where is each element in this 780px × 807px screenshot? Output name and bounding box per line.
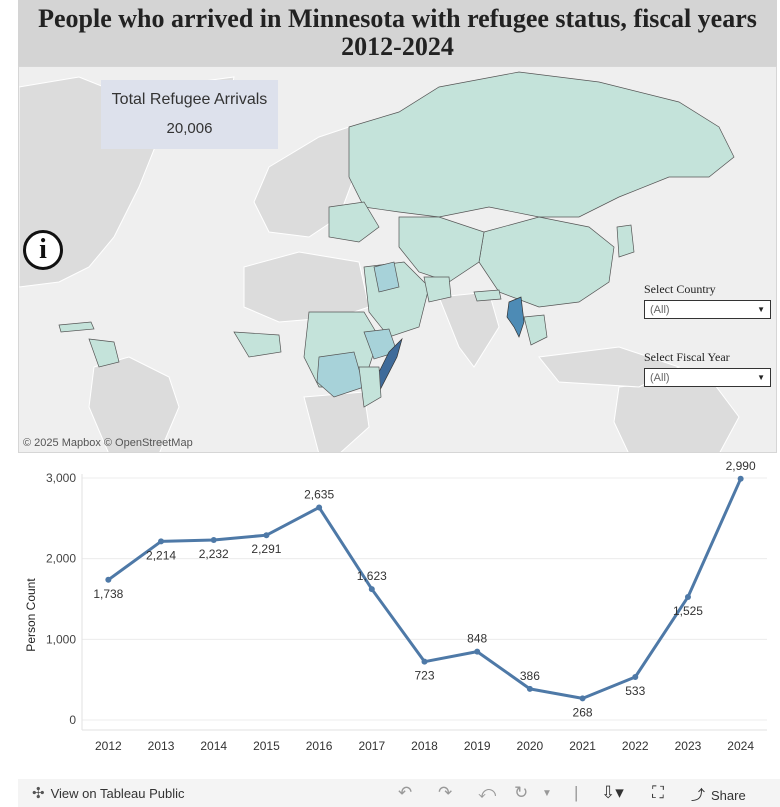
x-tick-label: 2023: [675, 739, 702, 753]
country-russia[interactable]: [348, 71, 735, 218]
country-drc[interactable]: [316, 351, 365, 398]
map-attribution: © 2025 Mapbox © OpenStreetMap: [23, 437, 193, 449]
x-tick-label: 2018: [411, 739, 438, 753]
data-label: 2,635: [304, 487, 334, 501]
refresh-icon[interactable]: ↻: [514, 783, 529, 802]
country-thailand-region[interactable]: [523, 314, 548, 346]
total-arrivals-card: Total Refugee Arrivals 20,006: [101, 80, 278, 149]
x-tick-label: 2013: [148, 739, 175, 753]
redo-icon[interactable]: ↷: [438, 783, 453, 802]
data-point: [210, 536, 217, 543]
data-point: [737, 475, 744, 482]
chevron-down-icon: ▼: [757, 373, 765, 382]
refugee-origin-map[interactable]: Total Refugee Arrivals 20,006 i © 2025 M…: [18, 66, 777, 453]
page-title: People who arrived in Minnesota with ref…: [18, 0, 777, 66]
data-label: 2,291: [251, 542, 281, 556]
country-myanmar[interactable]: [506, 296, 525, 338]
x-tick-label: 2012: [95, 739, 122, 753]
data-point: [684, 593, 691, 600]
data-point: [632, 674, 639, 681]
data-point: [526, 685, 533, 692]
country-select-value: (All): [650, 303, 670, 316]
country-bhutan-nepal[interactable]: [473, 289, 502, 302]
data-point: [421, 658, 428, 665]
data-point: [158, 538, 165, 545]
x-tick-label: 2019: [464, 739, 491, 753]
download-icon[interactable]: ⇩▾: [601, 783, 624, 802]
view-on-tableau-link[interactable]: ✣ View on Tableau Public: [32, 784, 185, 802]
land-australia: [613, 376, 740, 452]
total-arrivals-label: Total Refugee Arrivals: [111, 91, 268, 108]
year-select[interactable]: (All) ▼: [644, 368, 771, 387]
land-india: [438, 291, 500, 368]
land-southern-africa: [303, 391, 370, 452]
data-label: 1,738: [93, 587, 123, 601]
chevron-down-icon: ▼: [757, 305, 765, 314]
x-tick-label: 2020: [517, 739, 544, 753]
series-line: [107, 478, 743, 700]
data-label: 2,232: [199, 547, 229, 561]
data-label: 1,623: [357, 569, 387, 583]
country-korea[interactable]: [616, 224, 635, 258]
chevron-down-icon[interactable]: ▼: [542, 788, 552, 799]
country-ukraine-belarus[interactable]: [328, 201, 380, 243]
arrivals-line-chart[interactable]: 0 1,000 2,000 3,000 Person Count 2012 2013 2014…: [0, 458, 780, 773]
share-button[interactable]: ⤴ Share: [691, 785, 746, 805]
x-tick-label: 2022: [622, 739, 649, 753]
info-icon[interactable]: i: [23, 230, 63, 270]
y-tick-label: 2,000: [46, 552, 76, 566]
share-icon: ⤴: [691, 787, 705, 803]
country-afghanistan[interactable]: [423, 276, 452, 303]
y-tick-label: 0: [69, 713, 76, 727]
x-tick-label: 2021: [569, 739, 596, 753]
data-label: 1,525: [673, 604, 703, 618]
x-tick-label: 2017: [358, 739, 385, 753]
data-label: 723: [414, 669, 434, 683]
year-filter-label: Select Fiscal Year: [644, 350, 730, 364]
x-tick-label: 2016: [306, 739, 333, 753]
undo-icon[interactable]: ↶: [398, 783, 413, 802]
data-label: 2,990: [726, 459, 756, 473]
x-tick-label: 2015: [253, 739, 280, 753]
data-point: [263, 532, 270, 539]
y-tick-label: 1,000: [46, 632, 76, 646]
y-axis-title: Person Count: [24, 578, 38, 652]
data-point: [105, 576, 112, 583]
country-iraq-syria[interactable]: [373, 261, 400, 293]
data-point: [474, 648, 481, 655]
country-filter-label: Select Country: [644, 282, 716, 296]
year-filter: Select Fiscal Year (All) ▼: [644, 350, 771, 387]
country-west-africa[interactable]: [233, 331, 282, 358]
share-label: Share: [711, 787, 746, 803]
tableau-logo-icon: ✣: [32, 785, 45, 802]
data-point: [316, 504, 323, 511]
data-label: 848: [467, 632, 487, 646]
view-on-tableau-label: View on Tableau Public: [50, 785, 185, 801]
revert-icon[interactable]: ⤺: [478, 783, 497, 802]
data-label: 533: [625, 684, 645, 698]
land-north-africa: [243, 251, 370, 323]
data-label: 268: [573, 705, 593, 719]
y-tick-label: 3,000: [46, 471, 76, 485]
land-south-america: [88, 356, 180, 452]
fullscreen-icon[interactable]: ⛶: [652, 783, 664, 802]
toolbar-divider: |: [574, 783, 579, 802]
data-point: [368, 586, 375, 593]
country-cuba[interactable]: [58, 321, 95, 333]
x-tick-label: 2014: [200, 739, 227, 753]
country-central-america[interactable]: [88, 338, 120, 368]
country-filter: Select Country (All) ▼: [644, 282, 771, 319]
country-china[interactable]: [478, 216, 615, 308]
data-point: [579, 695, 586, 702]
country-east-africa[interactable]: [358, 366, 382, 408]
data-label: 386: [520, 669, 540, 683]
country-select[interactable]: (All) ▼: [644, 300, 771, 319]
tableau-toolbar: ✣ View on Tableau Public ↶ ↷ ⤺ ↻ ▼ | ⇩▾ …: [18, 779, 780, 807]
year-select-value: (All): [650, 371, 670, 384]
x-tick-label: 2024: [727, 739, 754, 753]
data-label: 2,214: [146, 548, 176, 562]
country-central-asia[interactable]: [398, 216, 485, 283]
total-arrivals-value: 20,006: [166, 120, 213, 137]
